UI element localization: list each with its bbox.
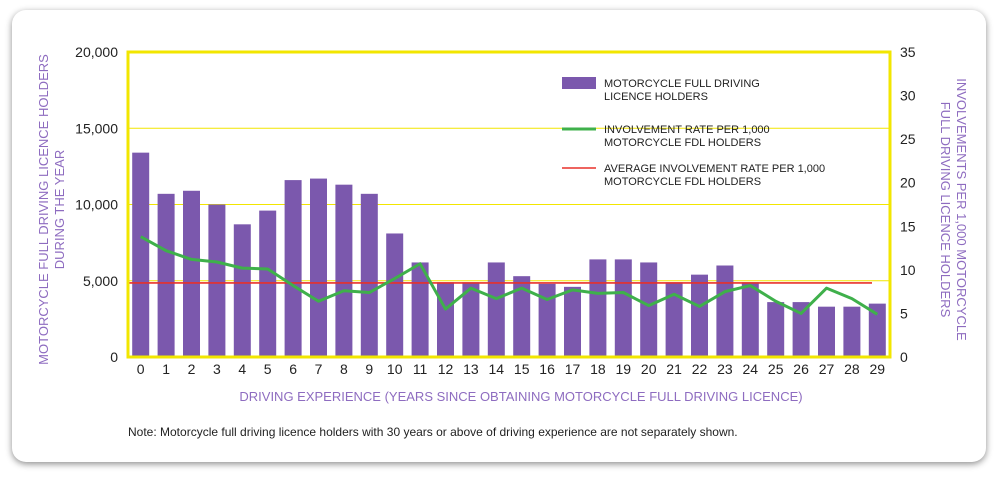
- right-tick-label: 35: [900, 44, 916, 60]
- legend-label: AVERAGE INVOLVEMENT RATE PER 1,000: [604, 163, 825, 175]
- bar: [259, 210, 277, 357]
- x-tick-label: 18: [590, 361, 606, 377]
- x-axis-title: DRIVING EXPERIENCE (YEARS SINCE OBTAININ…: [239, 389, 802, 404]
- bar: [691, 274, 708, 357]
- bar: [360, 193, 378, 357]
- x-tick-label: 3: [213, 361, 221, 377]
- right-axis-title: INVOLVEMENTS PER 1,000 MOTORCYCLE: [954, 78, 969, 341]
- right-tick-label: 15: [900, 218, 916, 234]
- bar: [310, 178, 327, 357]
- bar: [233, 224, 251, 357]
- x-tick-label: 19: [616, 361, 632, 377]
- x-tick-label: 22: [692, 361, 708, 377]
- x-tick-label: 27: [819, 361, 835, 377]
- bar: [462, 282, 480, 357]
- x-tick-label: 23: [717, 361, 733, 377]
- x-tick-label: 14: [489, 361, 505, 377]
- x-tick-label: 9: [365, 361, 373, 377]
- rate-line: [139, 235, 879, 316]
- right-tick-label: 25: [900, 131, 916, 147]
- bar: [437, 282, 454, 357]
- x-tick-label: 25: [768, 361, 784, 377]
- bar: [614, 259, 632, 357]
- bar: [538, 283, 556, 357]
- bar: [284, 180, 302, 357]
- left-tick-label: 0: [110, 349, 118, 365]
- bar: [411, 262, 429, 357]
- right-tick-label: 5: [900, 305, 908, 321]
- x-tick-label: 10: [387, 361, 403, 377]
- x-tick-label: 29: [870, 361, 886, 377]
- bar: [513, 276, 531, 357]
- left-tick-label: 5,000: [83, 273, 118, 289]
- bar: [335, 184, 353, 357]
- x-tick-label: 20: [641, 361, 657, 377]
- bar: [386, 233, 404, 357]
- x-tick-label: 16: [539, 361, 555, 377]
- right-tick-label: 10: [900, 262, 916, 278]
- right-tick-label: 30: [900, 88, 916, 104]
- legend-label: INVOLVEMENT RATE PER 1,000: [604, 124, 770, 136]
- bar: [183, 190, 200, 357]
- left-axis-title: DURING THE YEAR: [52, 150, 67, 269]
- gridlines: [128, 127, 890, 282]
- bar: [157, 193, 175, 357]
- x-tick-label: 2: [188, 361, 196, 377]
- x-tick-label: 8: [340, 361, 348, 377]
- bar: [640, 262, 658, 357]
- x-tick-label: 11: [413, 361, 428, 377]
- plot-frame: [126, 50, 892, 359]
- x-tick-label: 1: [162, 361, 170, 377]
- bar: [564, 286, 581, 357]
- bar: [818, 306, 835, 357]
- bar: [208, 204, 226, 357]
- legend-label: MOTORCYCLE FDL HOLDERS: [604, 176, 761, 188]
- bar: [792, 302, 810, 357]
- bar: [843, 306, 861, 357]
- x-tick-label: 0: [137, 361, 145, 377]
- right-tick-label: 20: [900, 175, 916, 191]
- bar: [716, 265, 734, 357]
- x-tick-label: 26: [793, 361, 809, 377]
- left-tick-label: 20,000: [75, 44, 118, 60]
- left-tick-label: 10,000: [75, 197, 118, 213]
- left-axis-title: MOTORCYCLE FULL DRIVING LICENCE HOLDERS: [36, 54, 51, 365]
- x-tick-label: 24: [743, 361, 759, 377]
- bar: [132, 152, 150, 357]
- bar: [767, 302, 785, 357]
- bar: [665, 282, 683, 357]
- x-tick-label: 7: [315, 361, 323, 377]
- bar: [487, 262, 505, 357]
- x-tick-label: 13: [463, 361, 479, 377]
- x-tick-label: 15: [514, 361, 530, 377]
- x-tick-label: 17: [565, 361, 581, 377]
- bar: [868, 303, 886, 357]
- bar: [589, 259, 607, 357]
- legend-label: MOTORCYCLE FDL HOLDERS: [604, 137, 761, 149]
- lines-series: [128, 235, 879, 316]
- legend-swatch-bars: [562, 77, 596, 89]
- bar: [741, 282, 759, 357]
- bars-series: [132, 152, 886, 357]
- axis-titles: DRIVING EXPERIENCE (YEARS SINCE OBTAININ…: [36, 54, 969, 404]
- x-tick-label: 21: [666, 361, 682, 377]
- x-tick-label: 12: [438, 361, 454, 377]
- footnote: Note: Motorcycle full driving licence ho…: [128, 425, 738, 439]
- x-tick-label: 5: [264, 361, 272, 377]
- legend-label: LICENCE HOLDERS: [604, 91, 708, 103]
- x-tick-label: 4: [238, 361, 246, 377]
- right-tick-label: 0: [900, 349, 908, 365]
- right-axis-title: FULL DRIVING LICENCE HOLDERS: [938, 102, 953, 318]
- x-tick-label: 6: [289, 361, 297, 377]
- x-tick-label: 28: [844, 361, 860, 377]
- legend-label: MOTORCYCLE FULL DRIVING: [604, 78, 760, 90]
- left-tick-label: 15,000: [75, 120, 118, 136]
